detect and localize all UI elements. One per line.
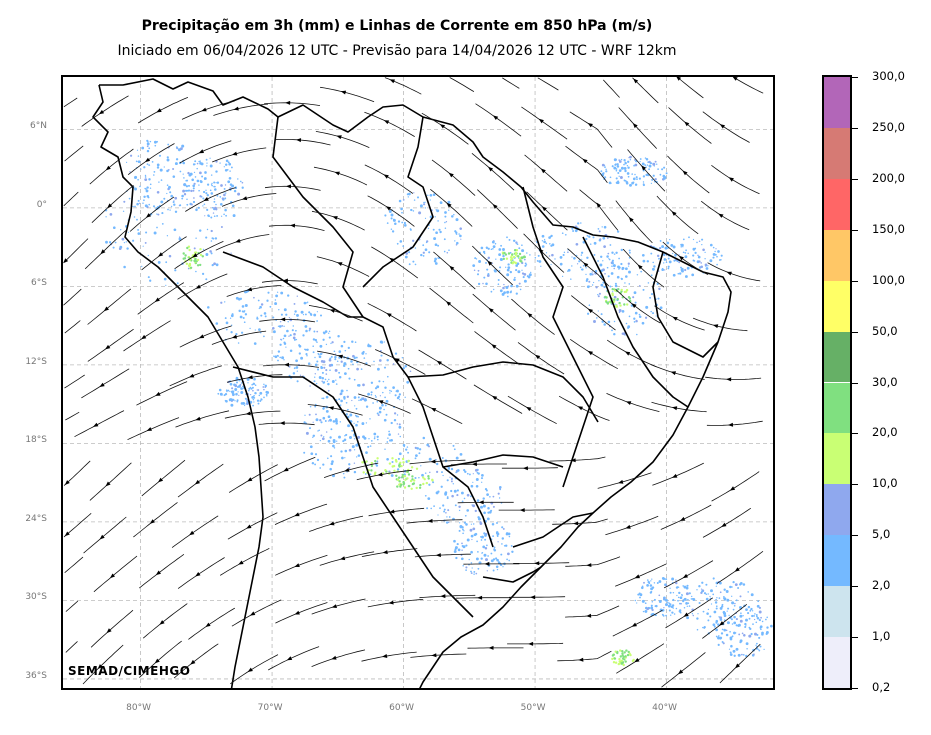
lat-label: 36°S — [25, 670, 47, 681]
lon-label: 70°W — [257, 703, 283, 713]
map-title: Precipitação em 3h (mm) e Linhas de Corr… — [141, 18, 653, 34]
lat-label: 18°S — [25, 435, 47, 446]
colorbar-label: 30,0 — [872, 374, 898, 389]
colorbar-tick — [852, 178, 858, 180]
border-interior-3 — [442, 454, 564, 468]
streamlines — [63, 77, 764, 688]
colorbar-label: 0,2 — [872, 680, 891, 694]
lat-label: 6°S — [31, 278, 47, 289]
map-canvas — [63, 77, 773, 688]
border-interior-6 — [522, 186, 594, 488]
lat-label: 0° — [36, 199, 47, 210]
colorbar-segment — [824, 229, 850, 281]
colorbar-label: 2,0 — [872, 578, 891, 593]
border-interior-4 — [302, 376, 474, 618]
colorbar-segment — [824, 178, 850, 230]
graticule — [63, 77, 773, 688]
colorbar-label: 300,0 — [872, 69, 905, 83]
border-interior-11 — [482, 566, 542, 583]
lat-label: 12°S — [25, 356, 47, 367]
map-subtitle: Iniciado em 06/04/2026 12 UTC - Previsão… — [117, 43, 677, 59]
colorbar-segment — [824, 484, 850, 536]
colorbar-tick — [852, 433, 858, 435]
colorbar-segment — [824, 637, 850, 688]
lon-label: 60°W — [389, 703, 414, 713]
colorbar-label: 1,0 — [872, 629, 891, 644]
colorbar-segment — [824, 535, 850, 587]
border-interior-7 — [582, 236, 689, 408]
border-interior-8 — [652, 251, 719, 358]
colorbar-label: 5,0 — [872, 527, 891, 542]
colorbar-tick — [852, 586, 858, 588]
colorbar-label: 20,0 — [872, 425, 898, 440]
colorbar-tick — [852, 331, 858, 333]
country-borders — [92, 78, 732, 688]
colorbar-label: 250,0 — [872, 119, 905, 134]
colorbar-label: 100,0 — [872, 272, 905, 287]
colorbar-tick — [852, 484, 858, 486]
precipitation-layer — [104, 139, 773, 667]
map-panel — [61, 75, 775, 690]
colorbar-label: 150,0 — [872, 221, 905, 236]
colorbar — [822, 75, 852, 690]
colorbar-tick — [852, 77, 858, 78]
colorbar-tick — [852, 637, 858, 639]
colorbar-segment — [824, 127, 850, 179]
border-brazil-west — [272, 116, 494, 548]
colorbar-tick — [852, 535, 858, 537]
west-coast — [92, 84, 264, 688]
colorbar-tick — [852, 688, 858, 689]
lat-label: 6°N — [30, 121, 47, 132]
lon-label: 50°W — [520, 703, 546, 713]
colorbar-label: 200,0 — [872, 170, 905, 185]
colorbar-tick — [852, 127, 858, 129]
colorbar-tick — [852, 382, 858, 384]
lon-label: 40°W — [652, 703, 677, 713]
lat-label: 30°S — [25, 592, 47, 603]
lon-label: 80°W — [126, 703, 152, 713]
colorbar-segment — [824, 280, 850, 332]
colorbar-tick — [852, 229, 858, 231]
colorbar-segment — [824, 382, 850, 434]
border-interior-2 — [407, 361, 599, 423]
colorbar-segment — [824, 433, 850, 485]
colorbar-segment — [824, 77, 850, 128]
border-interior-5 — [362, 116, 434, 288]
colorbar-segment — [824, 586, 850, 638]
colorbar-tick — [852, 280, 858, 282]
border-interior-10 — [512, 512, 594, 548]
lat-label: 24°S — [25, 513, 47, 524]
border-interior-1 — [222, 251, 363, 318]
continent-outline — [99, 78, 732, 688]
colorbar-label: 10,0 — [872, 476, 898, 491]
credit-label: SEMAD/CIMEHGO — [68, 664, 191, 678]
colorbar-segment — [824, 331, 850, 383]
colorbar-label: 50,0 — [872, 323, 898, 338]
border-interior-9 — [232, 366, 303, 378]
